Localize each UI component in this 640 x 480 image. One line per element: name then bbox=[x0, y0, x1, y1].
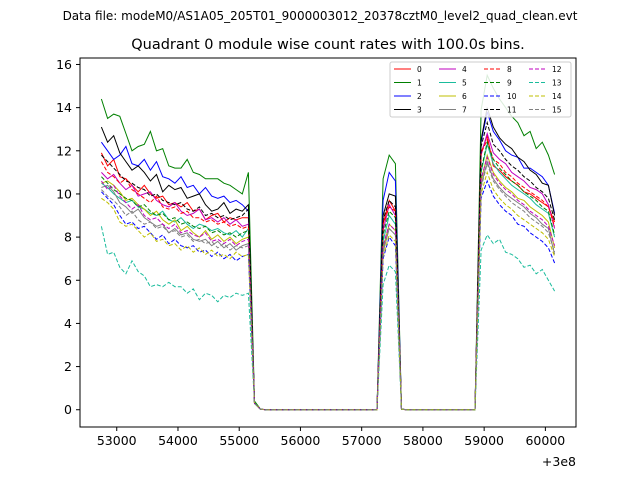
series-line-8 bbox=[100, 138, 556, 411]
legend-label-4: 4 bbox=[462, 65, 467, 74]
legend-label-5: 5 bbox=[462, 79, 467, 88]
series-line-13 bbox=[100, 226, 556, 411]
plot-area bbox=[100, 73, 556, 411]
legend-label-3: 3 bbox=[417, 106, 422, 115]
y-tick-label: 12 bbox=[56, 143, 72, 158]
x-tick-label: 53000 bbox=[97, 433, 137, 448]
legend-label-15: 15 bbox=[552, 106, 562, 115]
y-tick-label: 2 bbox=[64, 359, 72, 374]
legend-label-14: 14 bbox=[552, 92, 562, 101]
series-line-15 bbox=[101, 161, 556, 411]
x-tick-label: 60000 bbox=[525, 433, 565, 448]
x-axis: 53000 54000 55000 56000 57000 58000 59000 60000 bbox=[97, 427, 565, 448]
legend-label-7: 7 bbox=[462, 106, 467, 115]
series-line-12 bbox=[100, 155, 556, 411]
legend-label-9: 9 bbox=[507, 79, 512, 88]
plot-frame bbox=[79, 57, 577, 428]
y-axis: 0 2 4 6 8 10 12 14 16 bbox=[56, 57, 80, 417]
y-tick-label: 10 bbox=[56, 186, 72, 201]
legend-label-13: 13 bbox=[552, 79, 562, 88]
y-tick-label: 8 bbox=[64, 230, 72, 245]
x-tick-label: 57000 bbox=[342, 433, 382, 448]
figure-suptitle: Data file: modeM0/AS1A05_205T01_90000030… bbox=[63, 9, 578, 23]
legend-label-12: 12 bbox=[552, 65, 562, 74]
series-line-14 bbox=[101, 170, 556, 411]
legend-label-11: 11 bbox=[507, 106, 517, 115]
x-axis-offset-text: +3e8 bbox=[542, 454, 576, 469]
series-line-10 bbox=[101, 179, 556, 411]
x-tick-label: 59000 bbox=[464, 433, 504, 448]
y-tick-label: 6 bbox=[64, 273, 72, 288]
series-line-7 bbox=[101, 159, 556, 411]
series-line-3 bbox=[100, 107, 556, 411]
legend-label-0: 0 bbox=[417, 65, 422, 74]
series-line-5 bbox=[101, 142, 556, 411]
legend-label-1: 1 bbox=[417, 79, 422, 88]
series-line-11 bbox=[101, 120, 556, 411]
x-tick-label: 55000 bbox=[219, 433, 259, 448]
legend-label-8: 8 bbox=[507, 65, 512, 74]
x-tick-label: 58000 bbox=[403, 433, 443, 448]
y-tick-label: 4 bbox=[64, 316, 72, 331]
legend-label-10: 10 bbox=[507, 92, 517, 101]
y-tick-label: 0 bbox=[64, 402, 72, 417]
series-line-4 bbox=[101, 131, 556, 411]
x-tick-label: 54000 bbox=[158, 433, 198, 448]
legend-box bbox=[389, 61, 572, 118]
chart-title: Quadrant 0 module wise count rates with … bbox=[131, 37, 525, 53]
x-tick-label: 56000 bbox=[281, 433, 321, 448]
y-tick-label: 14 bbox=[56, 100, 72, 115]
series-line-0 bbox=[100, 133, 556, 411]
series-line-1 bbox=[100, 73, 556, 411]
y-tick-label: 16 bbox=[56, 57, 72, 72]
legend-label-2: 2 bbox=[417, 92, 422, 101]
legend-label-6: 6 bbox=[462, 92, 467, 101]
